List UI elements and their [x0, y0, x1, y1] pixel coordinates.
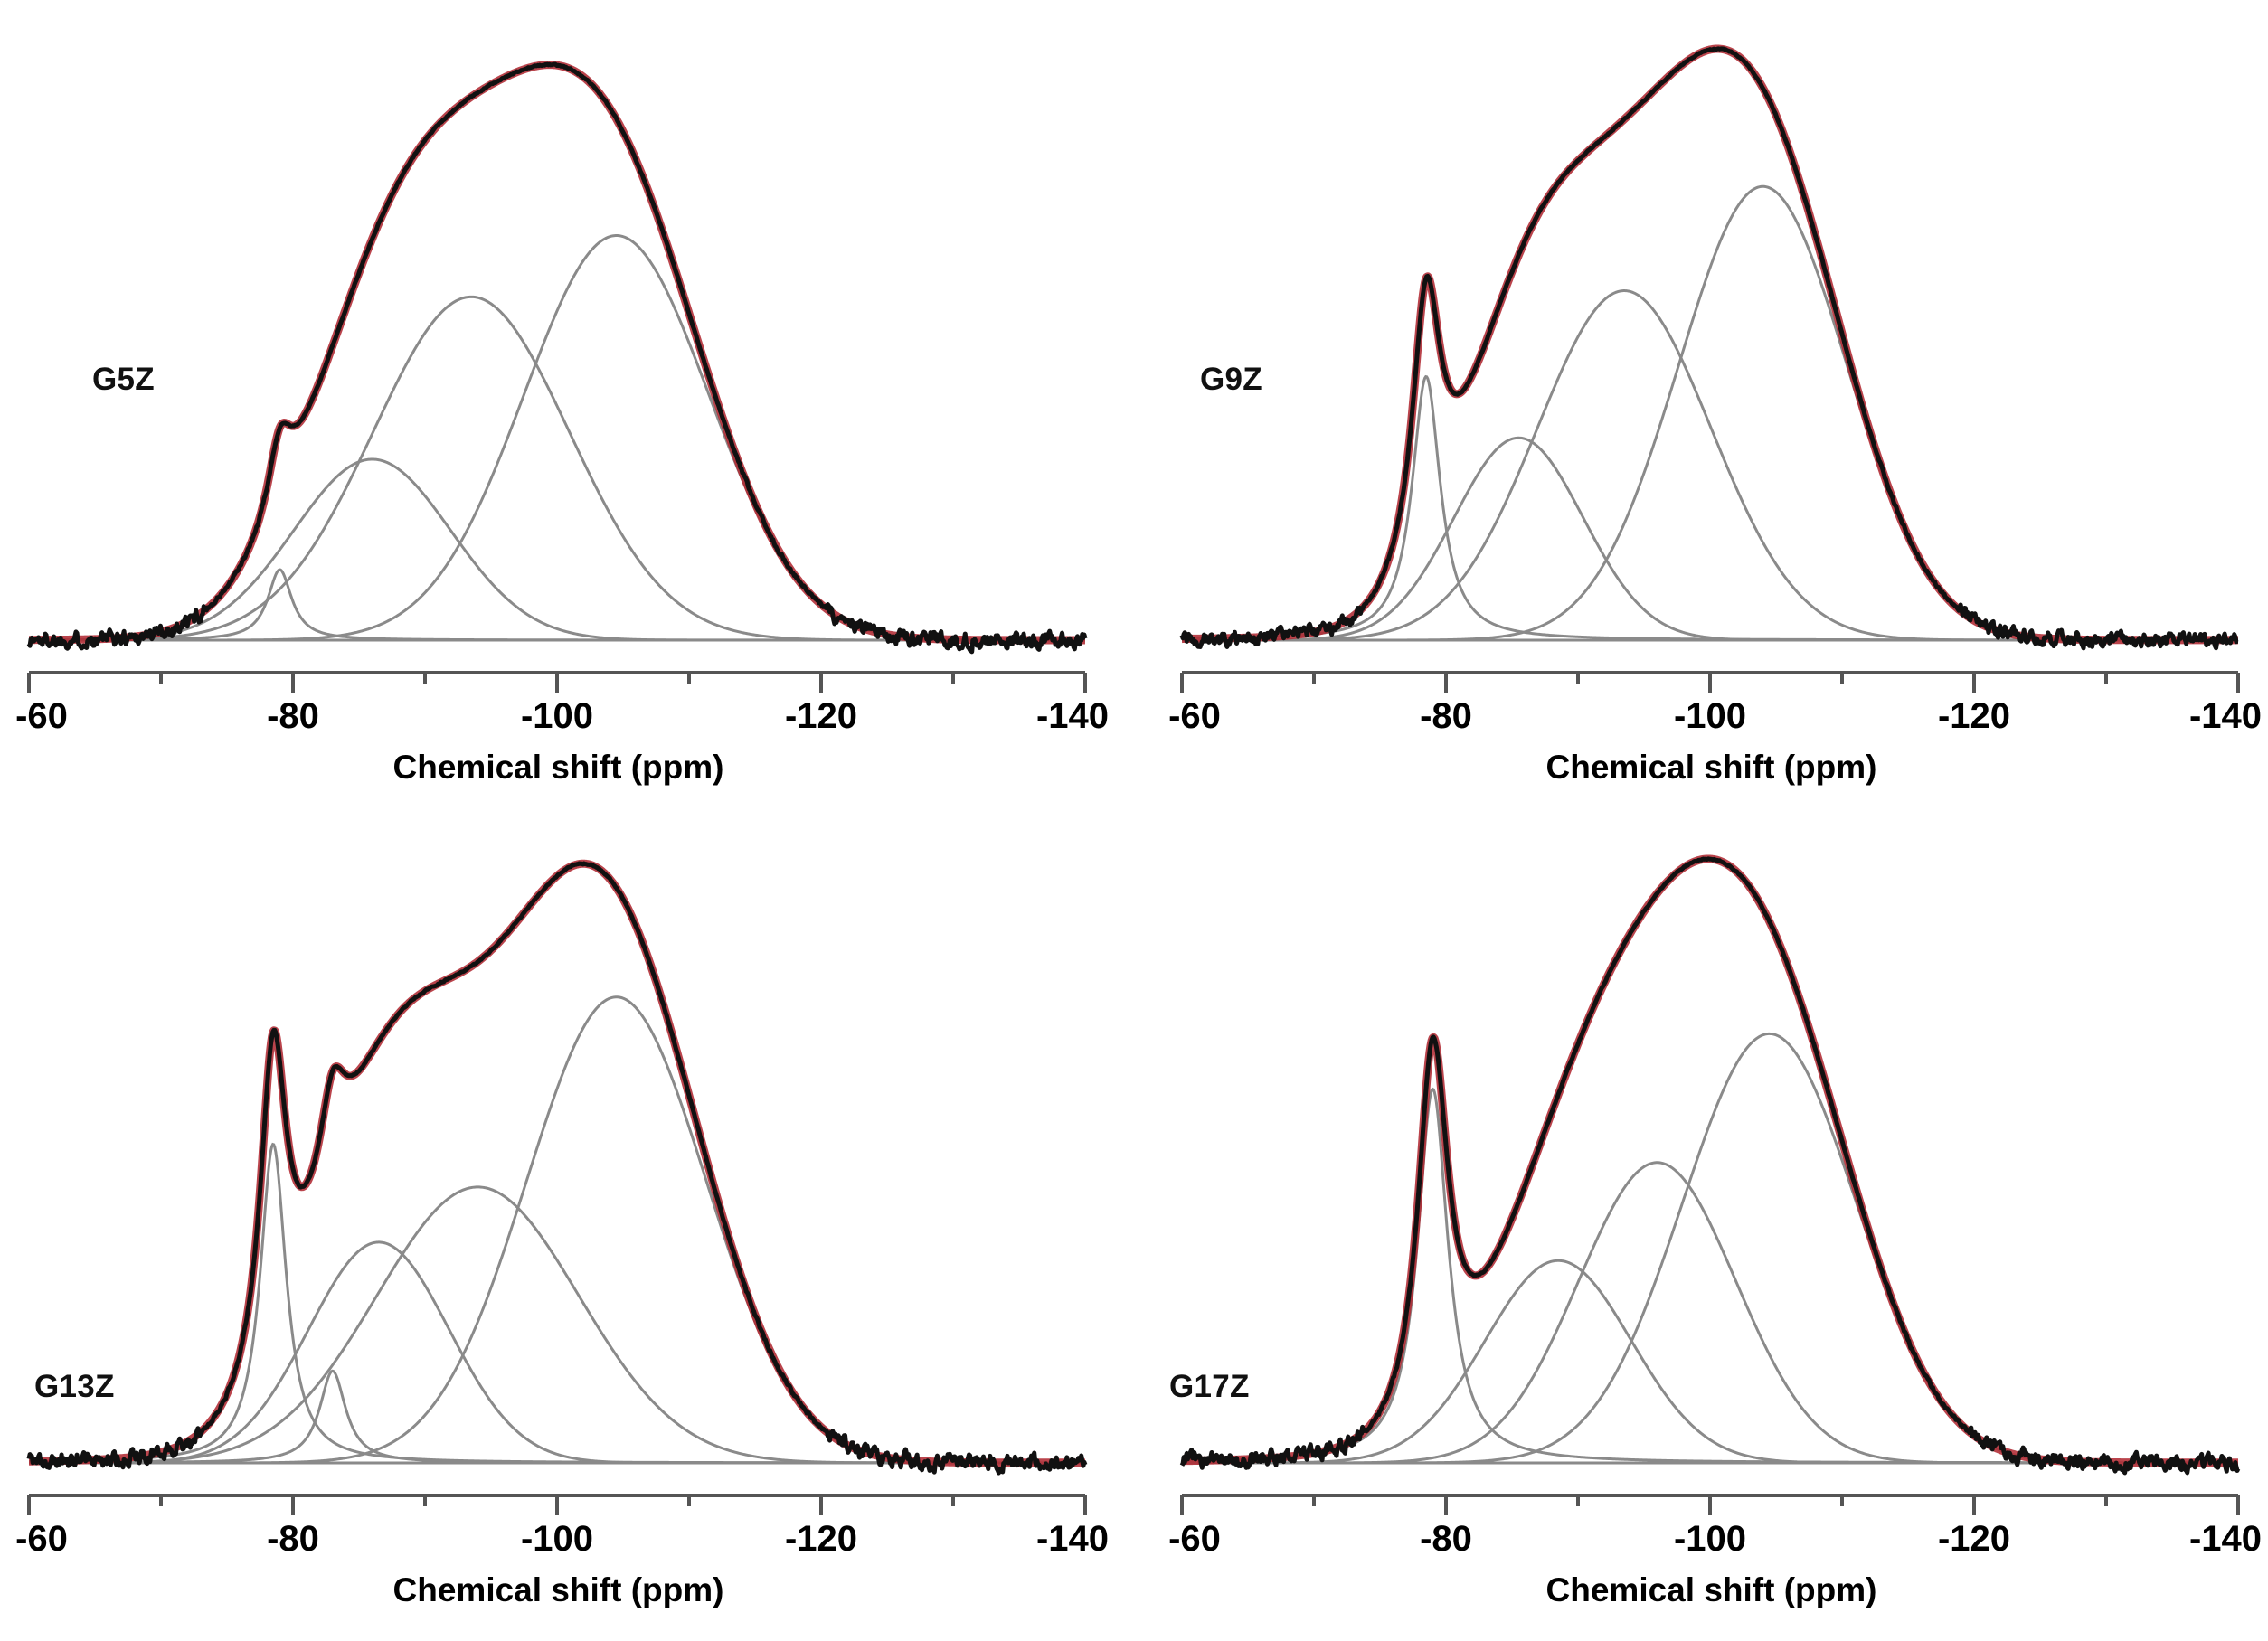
- x-tick-label: -140: [1035, 696, 1110, 736]
- component-curve: [28, 1142, 1085, 1465]
- x-tick-label: -80: [1420, 1519, 1472, 1559]
- x-tick-label: -60: [15, 696, 68, 736]
- x-tick-label: -100: [1673, 696, 1747, 736]
- fit-curve: [25, 61, 1089, 645]
- fit-curve: [1178, 854, 2242, 1467]
- plot-area-g17z: [1162, 830, 2261, 1517]
- x-tick-label: -100: [520, 1519, 594, 1559]
- component-curve: [1182, 1259, 2238, 1465]
- component-curve: [29, 457, 1085, 642]
- x-tick-label: -120: [1937, 696, 2011, 736]
- fit-curve: [25, 859, 1089, 1467]
- component-curve: [1182, 436, 2238, 642]
- x-tick-label: -60: [1168, 696, 1221, 736]
- component-curve: [1182, 1161, 2238, 1465]
- x-tick-labels-g17z: -60 -80 -100 -120 -140: [1162, 1519, 2263, 1566]
- component-curve: [1182, 289, 2238, 642]
- component-curve: [29, 1185, 1085, 1465]
- x-tick-label: -80: [267, 696, 319, 736]
- x-tick-labels-g9z: -60 -80 -100 -120 -140: [1162, 696, 2263, 743]
- component-curve: [1181, 374, 2238, 642]
- component-curve: [1181, 1087, 2238, 1465]
- plot-area-g9z: [1162, 7, 2261, 694]
- panel-label-g9z: G9Z: [1200, 362, 1262, 397]
- panel-g17z: G17Z -60 -80 -100 -120 -140 Chemical shift (…: [1162, 830, 2263, 1635]
- panel-g5z: G5Z -60 -80 -100 -120 -140 Chemical shift (p…: [9, 7, 1110, 812]
- x-tick-label: -120: [784, 696, 858, 736]
- x-axis-g13z: [27, 1494, 1087, 1515]
- x-tick-label: -140: [2188, 1519, 2263, 1559]
- x-axis-title-g5z: Chemical shift (ppm): [392, 749, 724, 786]
- component-curve: [1182, 1032, 2238, 1465]
- x-tick-label: -60: [15, 1519, 68, 1559]
- x-axis-g17z: [1180, 1494, 2240, 1515]
- spectrum-plot-g5z: [25, 61, 1089, 655]
- x-tick-label: -80: [267, 1519, 319, 1559]
- component-curve: [29, 1369, 1085, 1465]
- experimental-curve: [1179, 46, 2240, 651]
- x-tick-label: -120: [1937, 1519, 2011, 1559]
- x-tick-label: -120: [784, 1519, 858, 1559]
- x-axis-title-g17z: Chemical shift (ppm): [1545, 1571, 1877, 1608]
- x-axis-title-g9z: Chemical shift (ppm): [1545, 749, 1877, 786]
- component-curve: [29, 995, 1085, 1465]
- spectrum-plot-g9z: [1178, 44, 2242, 651]
- plot-area-g5z: [9, 7, 1108, 694]
- component-curve: [1182, 184, 2238, 642]
- x-axis-title-g13z: Chemical shift (ppm): [392, 1571, 724, 1608]
- x-tick-labels-g5z: -60 -80 -100 -120 -140: [9, 696, 1110, 743]
- fit-curve: [1178, 44, 2242, 645]
- x-tick-label: -100: [520, 696, 594, 736]
- x-tick-label: -80: [1420, 696, 1472, 736]
- plot-area-g13z: [9, 830, 1108, 1517]
- experimental-curve: [26, 861, 1088, 1476]
- component-curve: [29, 234, 1085, 642]
- component-curve: [29, 1240, 1085, 1465]
- experimental-curve: [1179, 856, 2241, 1476]
- x-tick-label: -60: [1168, 1519, 1221, 1559]
- component-curve: [28, 295, 1085, 642]
- panel-g9z: G9Z -60 -80 -100 -120 -140 Chemical shift (p…: [1162, 7, 2263, 812]
- x-axis-g5z: [27, 671, 1087, 693]
- panel-label-g5z: G5Z: [92, 362, 155, 397]
- panel-label-g17z: G17Z: [1169, 1369, 1250, 1404]
- x-tick-labels-g13z: -60 -80 -100 -120 -140: [9, 1519, 1110, 1566]
- x-tick-label: -140: [1035, 1519, 1110, 1559]
- spectrum-plot-g13z: [25, 859, 1089, 1476]
- panel-label-g13z: G13Z: [34, 1369, 115, 1404]
- experimental-curve: [26, 61, 1088, 655]
- x-tick-label: -140: [2188, 696, 2263, 736]
- x-tick-label: -100: [1673, 1519, 1747, 1559]
- panel-g13z: G13Z -60 -80 -100 -120 -140 Chemical shift (…: [9, 830, 1110, 1635]
- x-axis-g9z: [1180, 671, 2240, 693]
- spectrum-plot-g17z: [1178, 854, 2242, 1476]
